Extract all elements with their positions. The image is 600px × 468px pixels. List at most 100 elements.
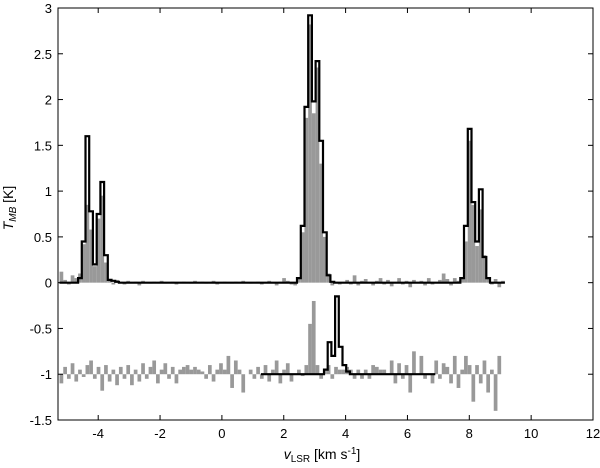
observed-bar (104, 262, 108, 283)
observed-bar (397, 278, 401, 283)
observed-bar (408, 282, 413, 288)
observed-bar (300, 232, 305, 283)
residual-bar (423, 374, 427, 379)
residual-bar (337, 369, 342, 375)
observed-bar (478, 209, 483, 283)
observed-bar (412, 279, 416, 283)
observed-bar (297, 279, 301, 283)
residual-bar (371, 365, 375, 375)
residual-bar (486, 374, 491, 393)
observed-bar (452, 278, 457, 283)
observed-bar (63, 279, 67, 283)
x-axis-label-subscript: LSR (291, 454, 310, 465)
plot-frame (57, 7, 594, 421)
residual-bar (452, 355, 457, 375)
residual-bar (174, 374, 179, 384)
observed-bar (100, 195, 105, 283)
observed-bar (352, 275, 357, 283)
residual-bar (263, 365, 268, 375)
y-axis-label-subscript: MB (8, 206, 19, 221)
residual-bar (100, 374, 105, 391)
y-tick-label: 2 (45, 93, 52, 108)
residual-bar (341, 369, 346, 375)
residual-bar (115, 374, 119, 386)
y-tick-label: 1.5 (34, 138, 52, 153)
observed-bar (497, 282, 502, 288)
y-axis-ticks: -1.5 -1 -0.5 0 0.5 1 1.5 2 2.5 3 (30, 1, 593, 428)
residual-bar (163, 363, 168, 375)
residual-bar (378, 369, 383, 375)
observed-bar (371, 282, 375, 286)
observed-bar (441, 273, 446, 283)
observed-bar (59, 271, 64, 283)
residual-bar (308, 323, 312, 375)
observed-bar (363, 279, 368, 283)
residual-bar (207, 365, 212, 375)
x-tick-label: 6 (404, 426, 411, 441)
residual-bar (434, 360, 439, 375)
residual-bar (297, 369, 301, 375)
residual-bar (222, 369, 227, 375)
residual-bar (397, 363, 401, 375)
residual-bar (360, 374, 364, 379)
residual-bar (144, 374, 149, 379)
observed-bar (92, 266, 97, 283)
residual-bar (449, 374, 453, 384)
observed-bar (423, 282, 427, 286)
residual-bar (122, 374, 127, 379)
residual-bar (274, 360, 279, 375)
residual-bar (189, 369, 194, 375)
x-tick-label: 4 (342, 426, 349, 441)
residual-bar (319, 374, 324, 379)
residual-bar (148, 366, 153, 375)
residual-bar (404, 365, 409, 375)
observed-bar (96, 218, 101, 283)
residual-bar (438, 374, 442, 379)
residual-bar (412, 351, 416, 375)
y-tick-label: -0.5 (30, 321, 52, 336)
observed-bar (323, 236, 327, 283)
residual-bar (126, 365, 131, 375)
y-tick-label: 2.5 (34, 47, 52, 62)
residual-bar (59, 374, 64, 384)
observed-bar (137, 282, 142, 286)
residual-bar (475, 365, 479, 375)
x-tick-label: -2 (154, 426, 166, 441)
residual-bar (352, 374, 357, 379)
residual-bar (471, 374, 476, 402)
observed-bar (486, 278, 491, 283)
residual-bar (107, 374, 112, 382)
observed-bars-upper (59, 24, 505, 288)
observed-bar (85, 204, 90, 283)
residual-bar (456, 374, 461, 388)
residual-bar (430, 374, 435, 384)
residual-bar (237, 369, 242, 375)
residual-bar (141, 363, 145, 375)
residual-bar (330, 374, 335, 379)
residual-bar (252, 374, 257, 379)
observed-bar (308, 24, 312, 283)
observed-bar (449, 282, 453, 286)
residual-bar (211, 374, 216, 382)
residual-bar (219, 363, 223, 375)
residual-bar (185, 365, 190, 375)
observed-bar (493, 279, 498, 283)
residual-bar (104, 365, 108, 375)
residual-bar (92, 374, 97, 379)
observed-bar (274, 282, 279, 286)
residual-bar (356, 369, 361, 375)
observed-bar (475, 246, 479, 283)
residual-bar (267, 374, 272, 382)
observed-bar (89, 229, 93, 283)
residual-bar (152, 360, 157, 375)
observed-bar (467, 140, 472, 283)
model-line-upper (59, 14, 505, 284)
residual-bar (193, 366, 197, 375)
residual-bar (111, 369, 116, 375)
residual-bar (66, 374, 71, 379)
residual-bar (278, 374, 283, 384)
residual-bar (490, 369, 494, 375)
residual-bar (248, 369, 253, 375)
model-line-residual (260, 295, 436, 376)
residual-bar (315, 365, 320, 375)
